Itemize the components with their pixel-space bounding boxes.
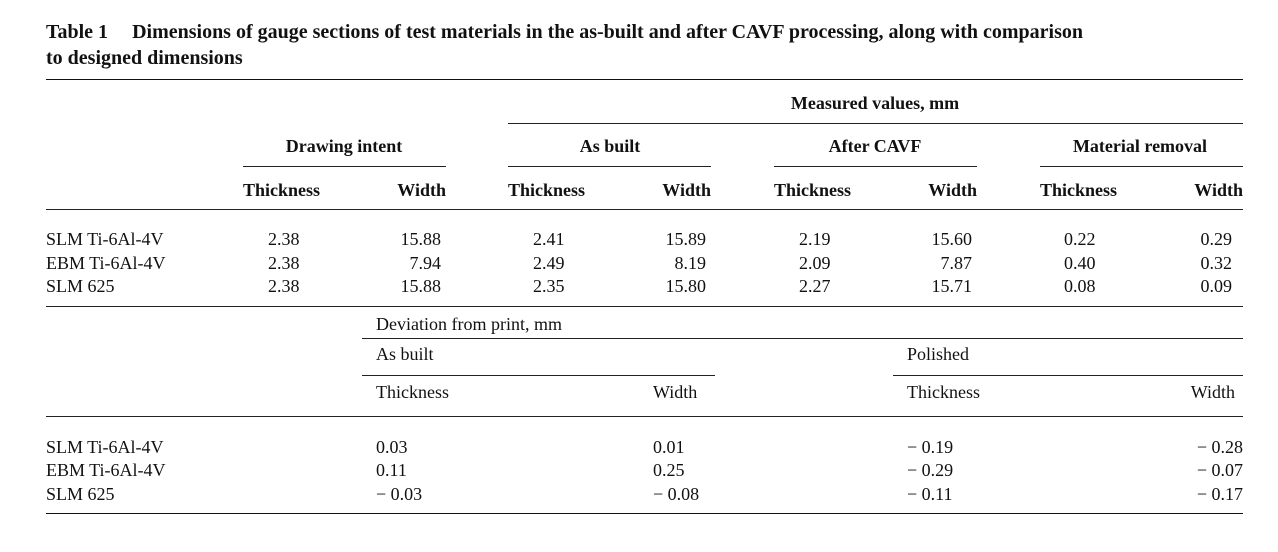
- table-cell: − 0.17: [1196, 484, 1243, 504]
- col-header: Thickness: [508, 180, 586, 200]
- subgroup-rule-polished: [893, 375, 1243, 376]
- top-rule: [46, 79, 1243, 80]
- subgroup-as-built: As built: [376, 344, 434, 364]
- table-cell: 0.25: [653, 460, 685, 480]
- col-header: Thickness: [1040, 180, 1118, 200]
- table-cell: 2.41: [533, 229, 565, 249]
- col-header: Thickness: [243, 180, 321, 200]
- subgroup-polished: Polished: [907, 344, 970, 364]
- group-rule-deviation: [362, 338, 1243, 339]
- row-label: SLM 625: [46, 276, 115, 296]
- col-header: Width: [928, 180, 977, 200]
- table-cell: − 0.11: [907, 484, 953, 504]
- row-label: SLM Ti-6Al-4V: [46, 437, 164, 457]
- header-rule-2: [46, 416, 1243, 417]
- table-cell: 0.40: [1064, 253, 1096, 273]
- table-cell: 7.94: [409, 253, 442, 273]
- col-header: Width: [1190, 382, 1235, 402]
- group-header-measured: Measured values, mm: [790, 93, 960, 113]
- table-cell: 15.89: [665, 229, 707, 249]
- col-header: Thickness: [907, 382, 980, 402]
- col-header: Width: [653, 382, 698, 402]
- table-cell: 15.88: [400, 276, 442, 296]
- subgroup-rule-after-cavf: [774, 166, 977, 167]
- subgroup-material-removal: Material removal: [1072, 136, 1208, 156]
- table-cell: 2.35: [533, 276, 565, 296]
- subgroup-after-cavf: After CAVF: [828, 136, 922, 156]
- table-cell: 15.71: [931, 276, 973, 296]
- table-cell: 7.87: [940, 253, 973, 273]
- table-caption: Table 1 Dimensions of gauge sections of …: [46, 22, 1083, 42]
- table-cell: − 0.19: [907, 437, 954, 457]
- table-cell: 0.09: [1200, 276, 1233, 296]
- table-cell: 15.60: [931, 229, 973, 249]
- table-cell: 0.11: [376, 460, 407, 480]
- table-cell: − 0.28: [1196, 437, 1243, 457]
- caption-text: Dimensions of gauge sections of test mat…: [132, 21, 1083, 43]
- subgroup-as-built: As built: [579, 136, 641, 156]
- table-cell: 2.38: [268, 276, 300, 296]
- col-header: Width: [662, 180, 711, 200]
- table-cell: 2.09: [799, 253, 831, 273]
- subgroup-rule-material-removal: [1040, 166, 1243, 167]
- table-cell: 2.27: [799, 276, 831, 296]
- row-label: EBM Ti-6Al-4V: [46, 460, 166, 480]
- table-cell: 0.22: [1064, 229, 1096, 249]
- col-header: Width: [397, 180, 446, 200]
- subgroup-rule-as-built: [508, 166, 711, 167]
- table-cell: − 0.03: [376, 484, 423, 504]
- table-cell: 2.49: [533, 253, 565, 273]
- header-rule: [46, 209, 1243, 210]
- subgroup-rule-drawing-intent: [243, 166, 446, 167]
- table-cell: 8.19: [674, 253, 707, 273]
- subgroup-rule-as-built: [362, 375, 715, 376]
- table-cell: 0.01: [653, 437, 685, 457]
- table-cell: 2.38: [268, 229, 300, 249]
- table-cell: 2.19: [799, 229, 831, 249]
- row-label: SLM 625: [46, 484, 115, 504]
- table-cell: − 0.29: [907, 460, 954, 480]
- row-label: EBM Ti-6Al-4V: [46, 253, 166, 273]
- col-header: Thickness: [376, 382, 449, 402]
- table-cell: − 0.08: [653, 484, 700, 504]
- col-header: Thickness: [774, 180, 852, 200]
- table-cell: − 0.07: [1196, 460, 1243, 480]
- table-cell: 0.32: [1200, 253, 1233, 273]
- table-cell: 15.88: [400, 229, 442, 249]
- table-cell: 2.38: [268, 253, 300, 273]
- bottom-rule: [46, 513, 1243, 514]
- caption-text-continued: to designed dimensions: [46, 47, 243, 69]
- table-cell: 0.08: [1064, 276, 1096, 296]
- section-rule: [46, 306, 1243, 307]
- table-cell: 0.03: [376, 437, 408, 457]
- group-header-deviation: Deviation from print, mm: [376, 314, 562, 334]
- table-cell: 15.80: [665, 276, 707, 296]
- col-header: Width: [1194, 180, 1243, 200]
- group-rule-measured: [508, 123, 1243, 124]
- caption-label: Table 1: [46, 21, 109, 43]
- table-cell: 0.29: [1200, 229, 1233, 249]
- row-label: SLM Ti-6Al-4V: [46, 229, 164, 249]
- subgroup-drawing-intent: Drawing intent: [285, 136, 403, 156]
